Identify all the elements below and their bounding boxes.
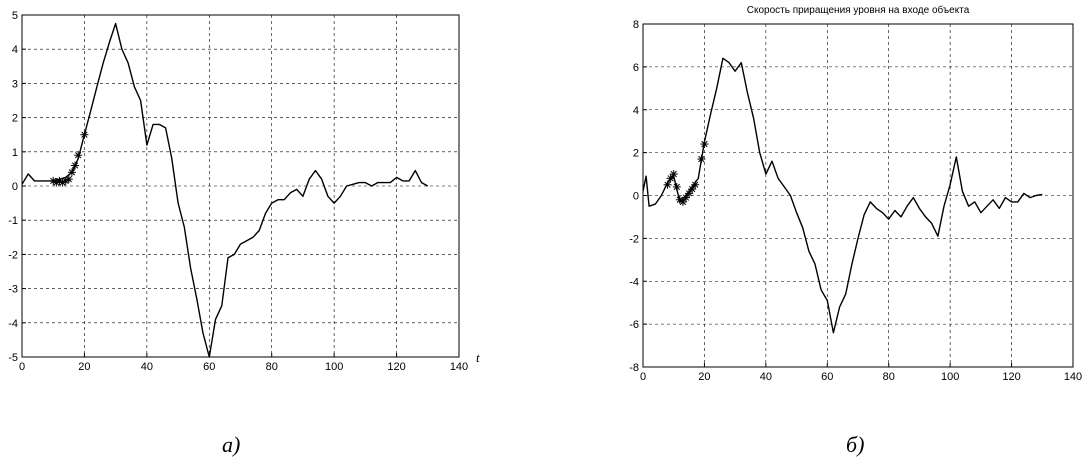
x-tick-label: 140	[450, 361, 468, 373]
asterisk-marker	[663, 180, 672, 189]
chart-a: 0 20 40 60 80 100 120 140 -5 -4 -3 -2 -1 0 1 2 3 4 5 t а)	[8, 10, 480, 457]
asterisk-marker	[666, 174, 675, 183]
chart-a-caption: а)	[222, 432, 240, 457]
x-tick-label: 80	[883, 371, 895, 383]
y-tick-label: 2	[633, 148, 639, 160]
asterisk-marker	[691, 180, 700, 189]
y-tick-label: -6	[629, 319, 639, 331]
y-tick-label: -2	[8, 249, 18, 261]
asterisk-marker	[80, 130, 89, 139]
asterisk-marker	[67, 168, 76, 177]
y-tick-label: -3	[8, 284, 18, 296]
y-tick-label: 1	[12, 147, 18, 159]
y-tick-label: -4	[629, 276, 639, 288]
chart-a-xlabel: t	[476, 350, 480, 365]
y-tick-label: 2	[12, 113, 18, 125]
x-tick-label: 0	[640, 371, 646, 383]
y-tick-label: 5	[12, 10, 18, 22]
y-tick-label: -4	[8, 318, 18, 330]
x-tick-label: 60	[203, 361, 215, 373]
x-tick-label: 0	[19, 361, 25, 373]
asterisk-marker	[685, 189, 694, 198]
y-tick-label: -2	[629, 233, 639, 245]
asterisk-marker	[669, 170, 678, 179]
x-tick-label: 40	[760, 371, 772, 383]
asterisk-marker	[672, 182, 681, 191]
asterisk-marker	[697, 155, 706, 164]
chart-b: Скорость приращения уровня на входе объе…	[629, 4, 1082, 457]
y-tick-label: 8	[633, 19, 639, 31]
asterisk-marker	[74, 151, 83, 160]
x-tick-label: 100	[325, 361, 343, 373]
y-tick-label: 0	[12, 181, 18, 193]
x-tick-label: 140	[1064, 371, 1082, 383]
chart-b-title: Скорость приращения уровня на входе объе…	[747, 4, 970, 16]
y-tick-label: 4	[633, 105, 639, 117]
asterisk-marker	[700, 140, 709, 149]
x-tick-label: 20	[698, 371, 710, 383]
asterisk-marker	[688, 185, 697, 194]
x-tick-label: 20	[78, 361, 90, 373]
y-tick-label: 0	[633, 191, 639, 203]
y-tick-label: 3	[12, 78, 18, 90]
x-tick-label: 120	[387, 361, 405, 373]
series-line	[21, 22, 429, 358]
y-tick-label: 6	[633, 62, 639, 74]
asterisk-marker	[71, 161, 80, 170]
chart-b-frame	[642, 23, 1074, 368]
x-tick-label: 60	[821, 371, 833, 383]
x-tick-label: 100	[941, 371, 959, 383]
chart-b-caption: б)	[846, 432, 864, 457]
y-tick-label: -1	[8, 215, 18, 227]
y-tick-label: -8	[629, 362, 639, 374]
asterisk-marker	[678, 197, 687, 206]
x-tick-label: 120	[1002, 371, 1020, 383]
asterisk-marker	[682, 193, 690, 202]
x-tick-label: 40	[141, 361, 153, 373]
y-tick-label: -5	[8, 352, 18, 364]
asterisk-marker	[64, 175, 73, 184]
y-tick-label: 4	[12, 44, 18, 56]
x-tick-label: 80	[266, 361, 278, 373]
